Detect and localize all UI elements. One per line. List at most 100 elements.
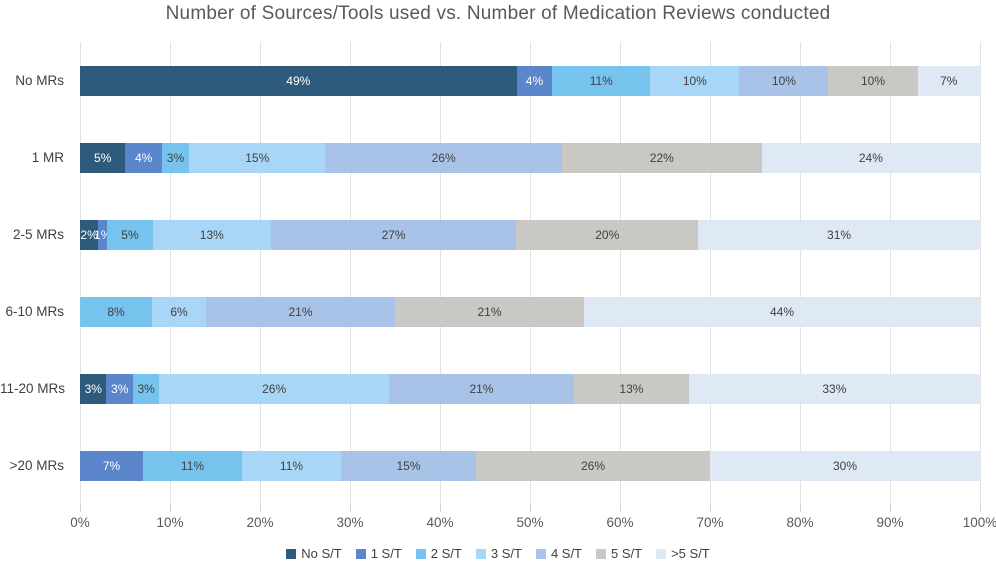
bar-segment: 26% [325, 142, 562, 173]
segment-label: 3% [84, 382, 102, 397]
bar-segment: 4% [125, 142, 162, 173]
bar-segment: 11% [242, 451, 341, 482]
gridline [709, 42, 711, 505]
segment-label: 33% [822, 382, 847, 397]
segment-label: 2% [80, 227, 98, 242]
gridline [349, 42, 351, 505]
x-tick-mark [349, 505, 351, 512]
x-tick-mark [709, 505, 711, 512]
segment-label: 21% [288, 305, 313, 320]
x-tick-label: 0% [70, 515, 90, 530]
segment-label: 3% [111, 382, 129, 397]
x-tick-mark [619, 505, 621, 512]
legend-item: >5 S/T [656, 546, 710, 561]
gridline [79, 42, 81, 505]
x-tick-label: 70% [696, 515, 724, 530]
bar-segment: 22% [561, 142, 762, 173]
segment-label: 15% [396, 459, 421, 474]
plot-area: 49% 4% 11% 10% 10% 10% 7% 5% 4% 3% 15% 26% 22% 24% 2% 1… [79, 42, 981, 505]
segment-label: 10% [771, 73, 796, 88]
bar-segment: 20% [516, 219, 699, 250]
segment-label: 30% [832, 459, 858, 474]
legend-swatch [415, 548, 426, 559]
segment-label: 21% [469, 382, 494, 397]
segment-label: 6% [170, 305, 188, 320]
segment-label: 7% [102, 459, 121, 474]
segment-label: 20% [595, 227, 620, 242]
x-tick-label: 90% [876, 515, 904, 530]
segment-label: 13% [199, 227, 224, 242]
bar-segment: 4% [516, 65, 553, 96]
segment-label: 22% [649, 150, 674, 165]
bar-segment: 10% [739, 65, 829, 96]
segment-label: 27% [381, 227, 406, 242]
segment-label: 26% [431, 150, 456, 165]
category-label: 2-5 MRs [12, 226, 64, 242]
bar-segment: 2% [80, 219, 99, 250]
bar-segment: 21% [395, 297, 584, 328]
segment-label: 10% [861, 73, 886, 88]
bar-segment: 5% [107, 219, 153, 250]
gridline [889, 42, 891, 505]
legend-item: No S/T [286, 546, 342, 561]
segment-label: 5% [94, 150, 112, 165]
x-tick-mark [79, 505, 81, 512]
bar-segment: 6% [152, 297, 206, 328]
bar-row: 7% 11% 11% 15% 26% 30% [80, 451, 980, 482]
legend-label: 2 S/T [430, 546, 462, 561]
segment-label: 31% [827, 227, 852, 242]
x-tick-mark [439, 505, 441, 512]
bar-segment: 11% [143, 451, 242, 482]
x-axis: 0% 10% 20% 30% 40% 50% 60% 70% 80% 90% 100% [70, 505, 996, 539]
gridline [799, 42, 801, 505]
x-tick-label: 10% [156, 515, 184, 530]
bar-segment: 49% [80, 65, 517, 96]
segment-label: 26% [262, 382, 287, 397]
x-tick-label: 20% [246, 515, 274, 530]
segment-label: 4% [525, 73, 544, 88]
legend-swatch [355, 548, 366, 559]
bar-row: 49% 4% 11% 10% 10% 10% 7% [80, 65, 980, 96]
bar-segment: 8% [80, 297, 152, 328]
legend-item: 4 S/T [535, 546, 583, 561]
bar-segment: 21% [206, 297, 395, 328]
legend-swatch [596, 548, 607, 559]
legend-swatch [286, 548, 297, 559]
legend-label: 4 S/T [550, 546, 583, 561]
category-label: 11-20 MRs [0, 381, 66, 397]
bar-segment: 27% [270, 219, 517, 250]
bar-segment: 26% [476, 451, 710, 482]
x-tick-label: 40% [426, 515, 454, 530]
legend-label: >5 S/T [671, 546, 710, 561]
legend-item: 2 S/T [415, 546, 462, 561]
segment-label: 8% [107, 305, 125, 320]
segment-label: 26% [580, 459, 606, 474]
bar-segment: 5% [80, 142, 126, 173]
gridline [439, 42, 441, 505]
bar-segment: 33% [688, 374, 980, 405]
legend-item: 5 S/T [596, 546, 642, 561]
category-label: >20 MRs [9, 458, 64, 474]
bar-segment: 24% [761, 142, 980, 173]
bar-segment: 1% [94, 219, 111, 250]
segment-label: 1% [94, 227, 112, 242]
legend: No S/T 1 S/T 2 S/T 3 S/T 4 S/T 5 S/T >5 S/T [0, 546, 996, 561]
y-axis-category-labels: No MRs 1 MR 2-5 MRs 6-10 MRs 11-20 MRs >20 MR… [0, 42, 72, 505]
x-tick-mark [529, 505, 531, 512]
gridline [619, 42, 621, 505]
bar-segment: 31% [698, 219, 980, 250]
x-tick-mark [889, 505, 891, 512]
segment-label: 5% [121, 227, 139, 242]
bar-segment: 13% [152, 219, 271, 250]
bar-segment: 7% [917, 65, 980, 96]
segment-label: 24% [858, 150, 883, 165]
segment-label: 21% [477, 305, 502, 320]
legend-item: 1 S/T [355, 546, 402, 561]
x-tick-mark [259, 505, 261, 512]
legend-label: 5 S/T [611, 546, 643, 561]
segment-label: 3% [166, 150, 185, 165]
category-label: 1 MR [31, 149, 64, 165]
gridline [529, 42, 531, 505]
legend-label: 1 S/T [370, 546, 402, 561]
